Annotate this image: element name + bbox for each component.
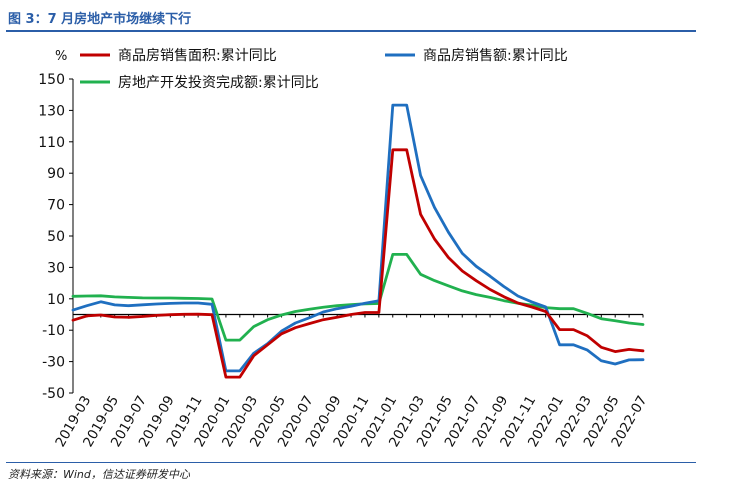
figure-title: 图 3：7 月房地产市场继续下行 [8, 12, 192, 27]
y-tick-label: 150 [38, 72, 65, 88]
y-tick-label: 30 [47, 260, 65, 276]
legend-label-1: 商品房销售额:累计同比 [423, 48, 568, 64]
series-layer [71, 103, 645, 379]
y-tick-label: 90 [47, 166, 65, 182]
series-line-1 [71, 103, 645, 373]
y-tick-label: 130 [38, 103, 65, 119]
y-tick-label: -30 [42, 355, 65, 371]
y-tick-label: 70 [47, 198, 65, 214]
legend-label-2: 房地产开发投资完成额:累计同比 [118, 75, 319, 91]
footer-rule [6, 462, 696, 463]
y-tick-label: 10 [47, 292, 65, 308]
y-axis-unit: % [55, 49, 67, 64]
y-axis-ticks: 150 130 110 90 70 50 30 10 -10 -30 -50 [38, 72, 74, 402]
title-rule [6, 30, 696, 32]
y-tick-label: -10 [42, 323, 65, 339]
y-tick-label: 50 [47, 229, 65, 245]
y-tick-label: -50 [42, 386, 65, 402]
series-line-0 [71, 148, 645, 379]
x-axis: 2019-032019-052019-072019-092019-112020-… [52, 313, 650, 450]
source-note: 资料来源：Wind，信达证券研发中心 [8, 468, 190, 481]
legend-label-0: 商品房销售面积:累计同比 [118, 48, 277, 64]
y-tick-label: 110 [38, 135, 65, 151]
